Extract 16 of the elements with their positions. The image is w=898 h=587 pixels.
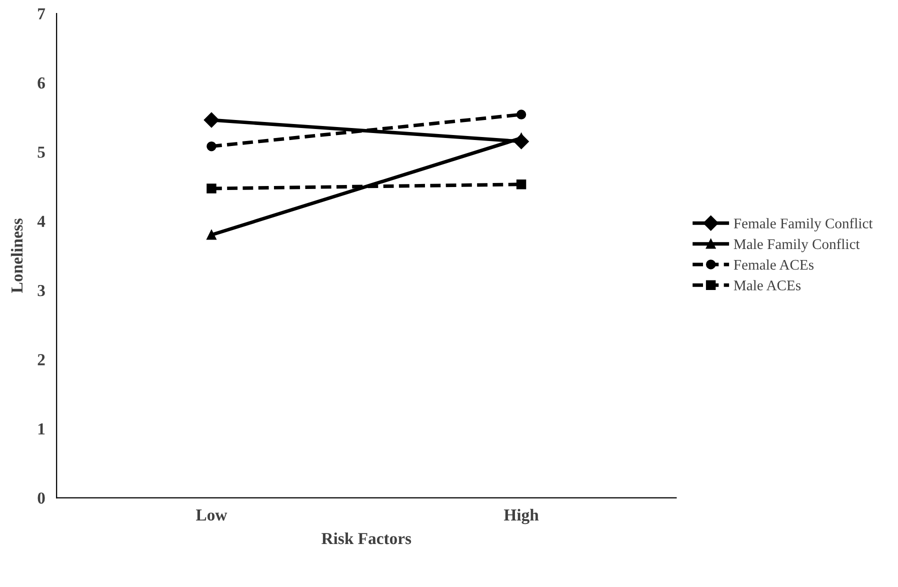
y-tick-label: 3 <box>38 284 45 296</box>
y-tick-label: 0 <box>38 492 45 504</box>
x-axis-title: Risk Factors <box>322 532 412 544</box>
legend-label: Female ACEs <box>734 259 814 270</box>
x-tick-label: High <box>504 508 539 524</box>
y-axis-title: Loneliness <box>10 218 23 293</box>
y-tick-label: 1 <box>38 423 45 434</box>
y-tick-label: 5 <box>38 146 45 158</box>
y-tick-label: 6 <box>38 77 45 89</box>
x-tick-label: Low <box>196 510 228 521</box>
y-tick-label: 2 <box>38 354 45 366</box>
y-tick-label: 4 <box>37 216 46 227</box>
legend-label: Female Family Conflict <box>734 218 873 232</box>
y-tick-label: 7 <box>38 8 46 20</box>
legend-label: Male Family Conflict <box>734 238 860 252</box>
legend-label: Male ACEs <box>734 280 801 290</box>
